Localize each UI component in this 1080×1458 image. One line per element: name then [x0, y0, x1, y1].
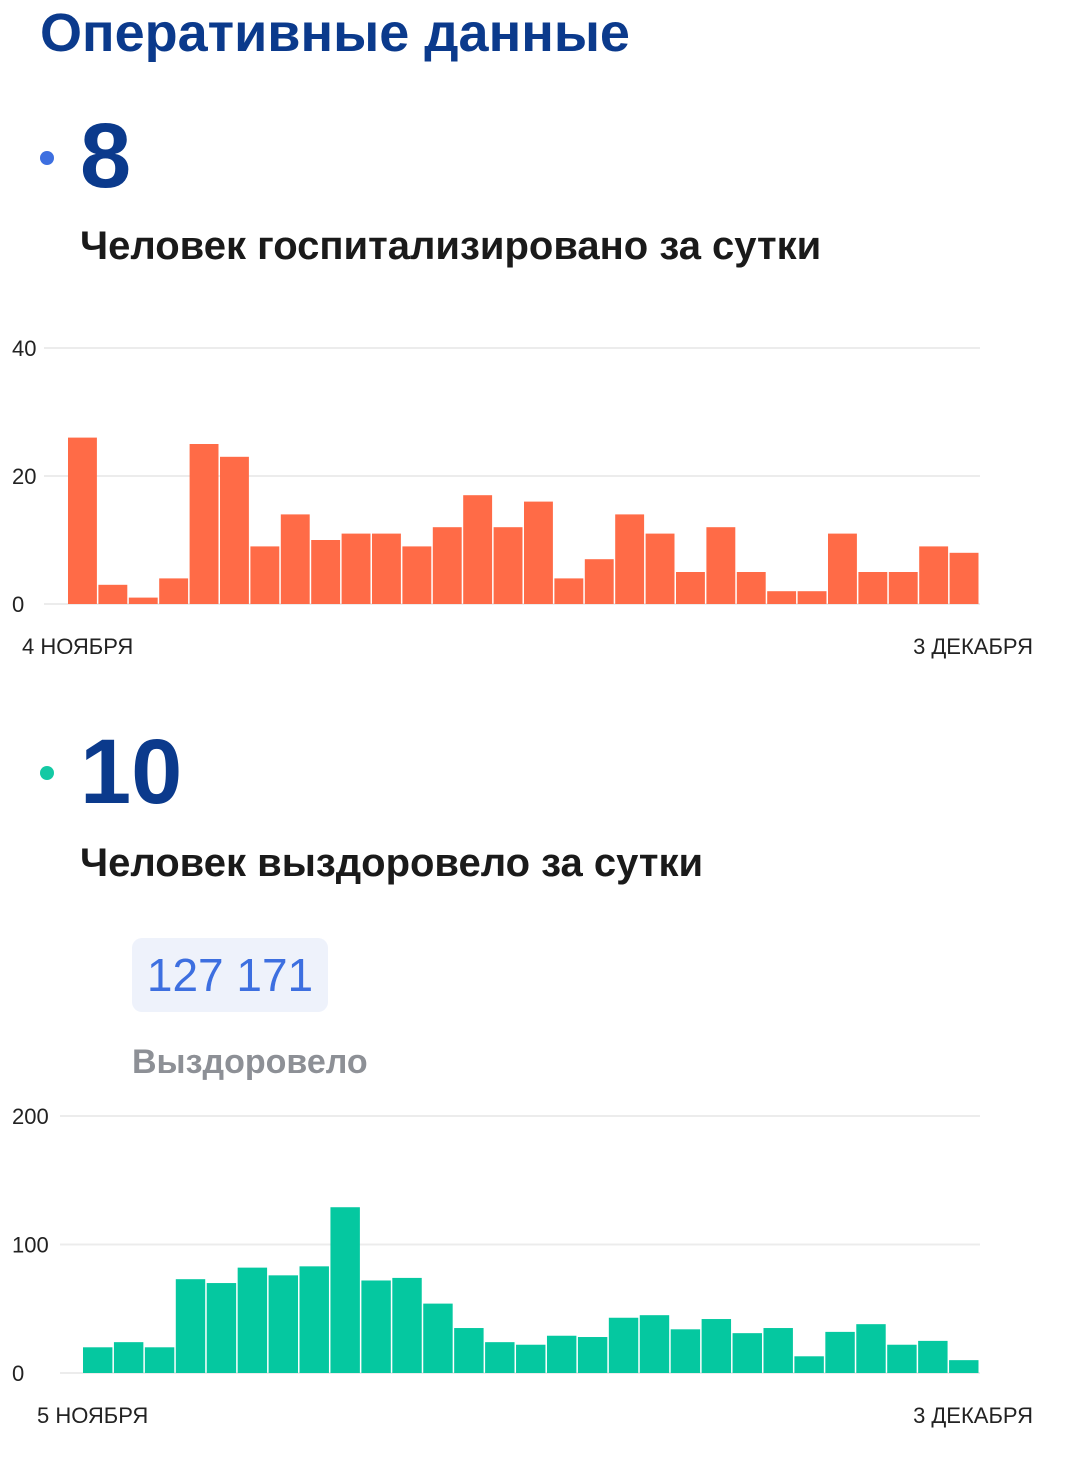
hospitalized-count: 8	[80, 105, 132, 207]
bar	[615, 514, 645, 604]
recovered-caption: Человек выздоровело за сутки	[80, 841, 704, 885]
hospitalized-caption: Человек госпитализировано за сутки	[80, 224, 822, 268]
recovered-chart: 0 100 200 5 НОЯБРЯ 3 ДЕКАБРЯ	[12, 1104, 1033, 1428]
y-tick-label: 20	[12, 464, 36, 489]
bar	[794, 1356, 824, 1373]
bar	[828, 533, 857, 604]
recovered-dot-icon	[40, 766, 54, 780]
bar	[83, 1347, 113, 1373]
bar	[577, 1337, 608, 1373]
bar	[144, 1347, 175, 1373]
bar	[463, 495, 493, 604]
bar	[706, 527, 736, 604]
bar	[268, 1275, 299, 1373]
bar	[159, 578, 189, 604]
bar	[639, 1315, 670, 1373]
bar	[98, 584, 128, 604]
bar	[825, 1331, 855, 1373]
x-end-label: 3 ДЕКАБРЯ	[913, 1403, 1033, 1428]
bar	[608, 1317, 639, 1373]
bar	[432, 527, 462, 604]
bar	[128, 597, 158, 604]
hospitalized-chart: 0 20 40 4 НОЯБРЯ 3 ДЕКАБРЯ	[12, 336, 1033, 659]
bar	[858, 572, 888, 604]
bar	[584, 559, 614, 604]
y-tick-label: 40	[12, 336, 36, 361]
page-title: Оперативные данные	[40, 3, 630, 63]
y-tick-label: 200	[12, 1104, 49, 1129]
bar	[736, 572, 766, 604]
bar	[280, 514, 310, 604]
bar	[554, 578, 584, 604]
y-tick-label: 100	[12, 1233, 49, 1258]
bar	[732, 1333, 762, 1373]
bar	[392, 1277, 422, 1373]
bar	[113, 1342, 144, 1373]
bar	[888, 572, 918, 604]
bar	[918, 1340, 948, 1374]
recovered-total-label: Выздоровело	[132, 1043, 368, 1081]
bar	[516, 1344, 546, 1373]
bar	[454, 1328, 484, 1373]
bar	[206, 1283, 237, 1373]
y-tick-label: 0	[12, 1361, 24, 1386]
bar	[402, 546, 432, 604]
bar	[423, 1303, 453, 1373]
bar	[175, 1279, 206, 1373]
bar	[250, 546, 280, 604]
recovered-count: 10	[80, 721, 183, 823]
bar	[372, 533, 401, 604]
bar	[670, 1329, 701, 1373]
bar	[919, 546, 949, 604]
bar	[493, 527, 523, 604]
y-tick-label: 0	[12, 592, 24, 617]
bar	[299, 1266, 329, 1373]
bar	[856, 1324, 886, 1373]
bar	[763, 1328, 793, 1373]
bar	[676, 572, 705, 604]
bar	[767, 591, 797, 604]
x-end-label: 3 ДЕКАБРЯ	[913, 634, 1033, 659]
bar	[887, 1344, 917, 1373]
bar	[237, 1267, 268, 1373]
bar	[645, 533, 675, 604]
bar	[68, 437, 97, 604]
x-start-label: 4 НОЯБРЯ	[22, 634, 133, 659]
x-start-label: 5 НОЯБРЯ	[37, 1403, 148, 1428]
bar	[485, 1342, 515, 1373]
hospitalized-dot-icon	[40, 151, 54, 165]
bar	[949, 1360, 979, 1373]
recovered-total-badge: 127 171	[132, 938, 328, 1012]
bar	[341, 533, 371, 604]
bar	[189, 444, 219, 604]
recovered-total-value: 127 171	[146, 949, 314, 1001]
bar	[701, 1319, 732, 1373]
bar	[797, 591, 827, 604]
bar	[524, 501, 553, 604]
bar	[949, 552, 979, 604]
bar	[311, 540, 341, 604]
bar	[220, 456, 249, 604]
bar	[361, 1280, 391, 1373]
bar	[330, 1207, 360, 1373]
bar	[546, 1335, 577, 1373]
